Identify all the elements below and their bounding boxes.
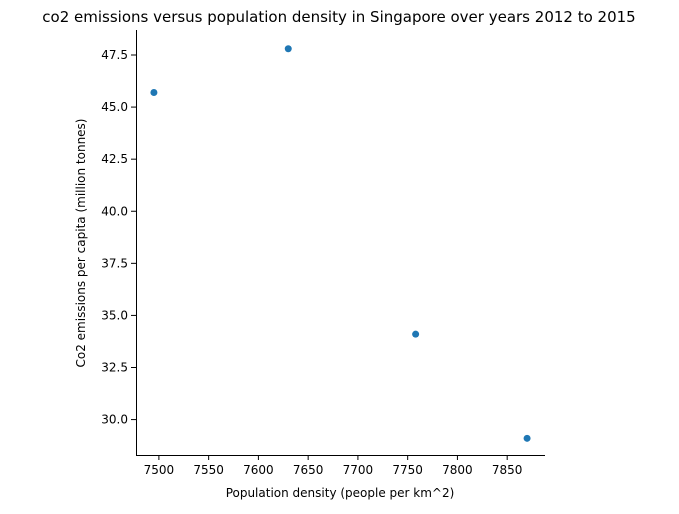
- y-ticks: 30.0 32.5 35.0 37.5 40.0 42.5 45.0 47.5: [101, 48, 136, 427]
- x-tick-label: 7500: [144, 463, 175, 477]
- x-tick-label: 7800: [442, 463, 473, 477]
- y-tick-label: 47.5: [101, 48, 128, 62]
- x-tick-label: 7650: [293, 463, 324, 477]
- data-point: [150, 89, 158, 96]
- chart-title: co2 emissions versus population density …: [42, 8, 635, 26]
- data-point: [412, 330, 420, 338]
- y-tick-label: 35.0: [101, 308, 128, 322]
- y-axis-label: Co2 emissions per capita (million tonnes…: [74, 119, 88, 368]
- y-tick-label: 42.5: [101, 152, 128, 166]
- data-points: [150, 45, 531, 442]
- x-ticks: 7500 7550 7600 7650 7700 7750 7800 7850: [144, 455, 523, 477]
- x-tick-label: 7700: [343, 463, 374, 477]
- x-axis-label: Population density (people per km^2): [226, 486, 455, 500]
- x-tick-label: 7550: [193, 463, 224, 477]
- y-tick-label: 32.5: [101, 361, 128, 375]
- data-point: [523, 434, 531, 442]
- y-tick-label: 40.0: [101, 204, 128, 218]
- axes: [136, 30, 545, 456]
- x-tick-label: 7850: [492, 463, 523, 477]
- x-tick-label: 7600: [243, 463, 274, 477]
- x-tick-label: 7750: [392, 463, 423, 477]
- y-tick-label: 45.0: [101, 100, 128, 114]
- y-tick-label: 37.5: [101, 256, 128, 270]
- y-tick-label: 30.0: [101, 413, 128, 427]
- data-point: [284, 45, 292, 53]
